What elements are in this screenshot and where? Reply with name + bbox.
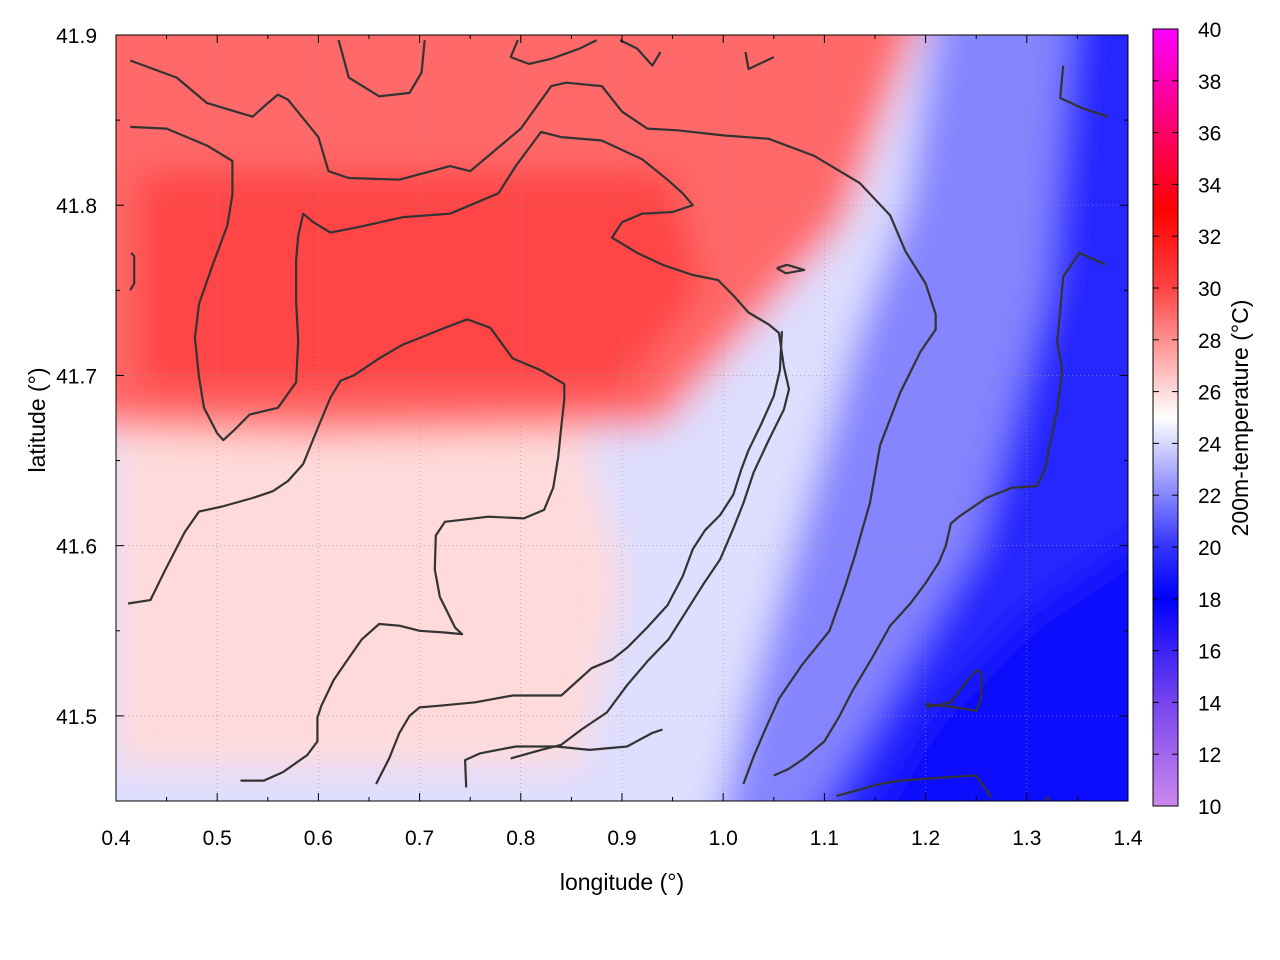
- contour-line-14: [375, 331, 783, 785]
- colorbar-tick-label: 30: [1198, 278, 1221, 301]
- colorbar-tick-label: 10: [1198, 796, 1221, 819]
- contour-line-3: [127, 318, 566, 782]
- contour-line-13: [836, 774, 993, 799]
- colorbar-tick-label: 16: [1198, 641, 1221, 664]
- contour-line-2: [130, 125, 791, 760]
- colorbar-tick-label: 36: [1198, 123, 1221, 146]
- contour-line-11: [773, 251, 1107, 777]
- contour-line-8: [1059, 65, 1109, 118]
- contour-lines: [127, 39, 1109, 801]
- x-tick-label: 1.2: [911, 827, 940, 850]
- y-tick-label: 41.9: [56, 25, 97, 48]
- contour-line-1: [129, 59, 937, 785]
- contour-line-7: [744, 51, 775, 71]
- colorbar-tick-label: 40: [1198, 19, 1221, 42]
- colorbar-title: 200m-temperature (°C): [1227, 300, 1253, 537]
- contour-line-5: [509, 39, 598, 65]
- colorbar-tick-label: 22: [1198, 485, 1221, 508]
- colorbar-tick-label: 24: [1198, 433, 1222, 456]
- y-axis: 41.5 41.6 41.7 41.8 41.9: [56, 25, 1128, 802]
- colorbar-tick-label: 26: [1198, 382, 1221, 405]
- colorbar: [1152, 28, 1179, 807]
- x-tick-label: 1.0: [709, 827, 738, 850]
- contour-line-6: [619, 39, 662, 67]
- colorbar-tick-label: 12: [1198, 744, 1221, 767]
- contour-line-15: [464, 728, 663, 788]
- colorbar-tick-label: 32: [1198, 226, 1221, 249]
- x-tick-label: 1.1: [810, 827, 839, 850]
- contour-line-16: [1044, 796, 1051, 801]
- colorbar-tick-label: 20: [1198, 537, 1221, 560]
- contour-line-9: [129, 252, 136, 291]
- y-tick-label: 41.5: [56, 706, 97, 729]
- y-tick-label: 41.8: [56, 195, 97, 218]
- colorbar-tick-label: 38: [1198, 71, 1221, 94]
- x-tick-label: 1.4: [1113, 827, 1143, 850]
- colorbar-tick-label: 14: [1198, 692, 1222, 715]
- contour-line-10: [776, 263, 806, 275]
- colorbar-tick-label: 18: [1198, 589, 1221, 612]
- colorbar-tick-label: 34: [1198, 174, 1222, 197]
- x-tick-label: 1.3: [1012, 827, 1041, 850]
- y-tick-label: 41.7: [56, 365, 97, 388]
- x-tick-label: 0.7: [405, 827, 434, 850]
- contour-line-4: [337, 39, 426, 98]
- colorbar-ticks: 10 12 14 16 18 20 22 24 26 28 30 32 34 36 38 40: [1153, 19, 1222, 819]
- x-axis-title: longitude (°): [560, 869, 684, 895]
- heatmap-field: [116, 35, 1128, 801]
- x-tick-label: 0.6: [304, 827, 333, 850]
- y-axis-title: latitude (°): [24, 367, 50, 472]
- y-tick-label: 41.6: [56, 536, 97, 559]
- x-tick-label: 0.5: [203, 827, 232, 850]
- x-axis: 0.4 0.5 0.6 0.7 0.8 0.9 1.0 1.1 1.2 1.3 1.4: [101, 35, 1143, 850]
- contour-line-12: [925, 668, 983, 712]
- x-tick-label: 0.4: [101, 827, 131, 850]
- x-tick-label: 0.8: [506, 827, 535, 850]
- x-tick-label: 0.9: [607, 827, 636, 850]
- colorbar-tick-label: 28: [1198, 330, 1221, 353]
